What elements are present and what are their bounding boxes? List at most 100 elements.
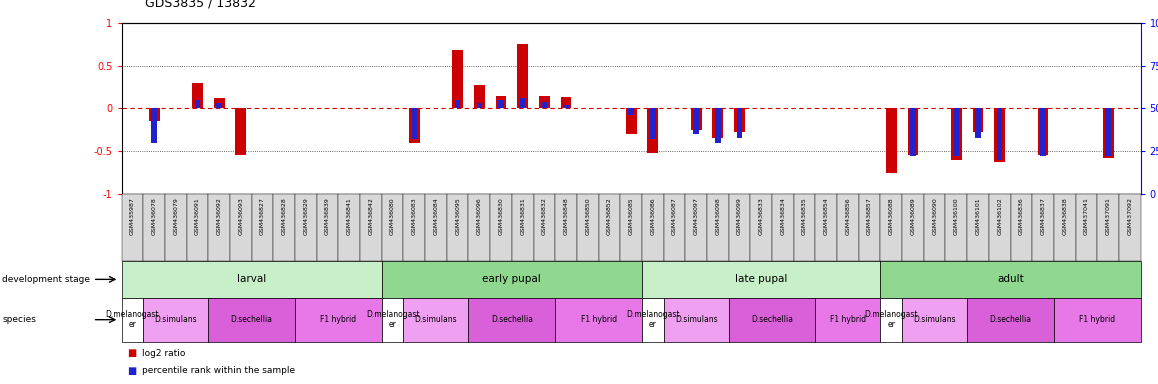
Bar (1102, 109, 1114, 158)
Bar (1011, 194, 1032, 261)
Bar (560, 98, 572, 109)
Text: GSM435987: GSM435987 (130, 197, 135, 235)
Bar (880, 298, 902, 342)
Text: GSM436857: GSM436857 (867, 197, 872, 235)
Text: GSM436088: GSM436088 (889, 197, 894, 235)
Bar (555, 194, 577, 261)
Text: GSM436091: GSM436091 (195, 197, 200, 235)
Text: GSM436841: GSM436841 (346, 197, 352, 235)
Bar (647, 109, 658, 153)
Text: GSM436085: GSM436085 (629, 197, 633, 235)
Bar (186, 194, 208, 261)
Bar (409, 109, 419, 143)
Bar (712, 109, 724, 138)
Text: D.sechellia: D.sechellia (491, 315, 533, 324)
Bar (295, 194, 317, 261)
Bar (214, 98, 225, 109)
Bar (1076, 194, 1098, 261)
Bar (208, 298, 295, 342)
Bar (360, 194, 382, 261)
Bar (997, 109, 1003, 160)
Bar (152, 109, 156, 143)
Text: GSM437091: GSM437091 (1106, 197, 1111, 235)
Text: GSM436852: GSM436852 (607, 197, 611, 235)
Text: ■: ■ (127, 366, 137, 376)
Bar (815, 298, 880, 342)
Bar (425, 194, 447, 261)
Bar (973, 109, 983, 132)
Bar (642, 261, 880, 298)
Bar (902, 194, 924, 261)
Text: D.sechellia: D.sechellia (990, 315, 1032, 324)
Text: species: species (2, 315, 36, 324)
Bar (880, 194, 902, 261)
Bar (192, 83, 203, 109)
Text: GSM436848: GSM436848 (564, 197, 569, 235)
Text: D.simulans: D.simulans (154, 315, 197, 324)
Text: GSM436092: GSM436092 (217, 197, 221, 235)
Text: GSM436101: GSM436101 (975, 197, 981, 235)
Bar (577, 194, 599, 261)
Bar (951, 109, 962, 160)
Text: GSM436839: GSM436839 (325, 197, 330, 235)
Bar (967, 194, 989, 261)
Bar (642, 298, 664, 342)
Bar (496, 96, 506, 109)
Bar (716, 109, 720, 143)
Text: D.simulans: D.simulans (415, 315, 457, 324)
Text: GSM436102: GSM436102 (997, 197, 1002, 235)
Text: F1 hybrid: F1 hybrid (321, 315, 357, 324)
Bar (538, 96, 550, 109)
Bar (793, 194, 815, 261)
Text: GSM436836: GSM436836 (1019, 197, 1024, 235)
Bar (512, 194, 534, 261)
Bar (734, 109, 745, 132)
Bar (295, 298, 382, 342)
Text: GSM436831: GSM436831 (520, 197, 526, 235)
Bar (1038, 109, 1048, 156)
Text: ■: ■ (127, 348, 137, 358)
Text: GSM437041: GSM437041 (1084, 197, 1089, 235)
Text: GSM436087: GSM436087 (672, 197, 677, 235)
Text: GSM436097: GSM436097 (694, 197, 698, 235)
Bar (815, 194, 837, 261)
Text: D.melanogast
er: D.melanogast er (105, 310, 159, 329)
Bar (902, 298, 967, 342)
Text: D.melanogast
er: D.melanogast er (865, 310, 918, 329)
Bar (453, 50, 463, 109)
Bar (144, 298, 208, 342)
Bar (728, 194, 750, 261)
Bar (924, 194, 945, 261)
Bar (317, 194, 338, 261)
Bar (728, 298, 815, 342)
Bar (235, 109, 247, 156)
Bar (625, 109, 637, 134)
Text: GSM436098: GSM436098 (716, 197, 720, 235)
Bar (555, 298, 642, 342)
Text: GSM436832: GSM436832 (542, 197, 547, 235)
Text: GSM436835: GSM436835 (802, 197, 807, 235)
Text: GSM436842: GSM436842 (368, 197, 373, 235)
Bar (122, 194, 144, 261)
Bar (520, 98, 526, 109)
Text: GSM436838: GSM436838 (1062, 197, 1068, 235)
Bar (694, 109, 699, 134)
Bar (772, 194, 793, 261)
Bar (967, 298, 1054, 342)
Bar (989, 194, 1011, 261)
Text: D.melanogast
er: D.melanogast er (626, 310, 680, 329)
Bar (880, 261, 1141, 298)
Bar (975, 109, 981, 137)
Bar (382, 298, 403, 342)
Bar (945, 194, 967, 261)
Text: adult: adult (997, 274, 1024, 285)
Bar (518, 43, 528, 109)
Bar (650, 109, 655, 139)
Bar (599, 194, 621, 261)
Text: GSM436099: GSM436099 (736, 197, 742, 235)
Text: D.simulans: D.simulans (675, 315, 718, 324)
Text: GSM436083: GSM436083 (412, 197, 417, 235)
Bar (1106, 109, 1111, 156)
Bar (477, 103, 482, 109)
Text: GSM436827: GSM436827 (261, 197, 265, 235)
